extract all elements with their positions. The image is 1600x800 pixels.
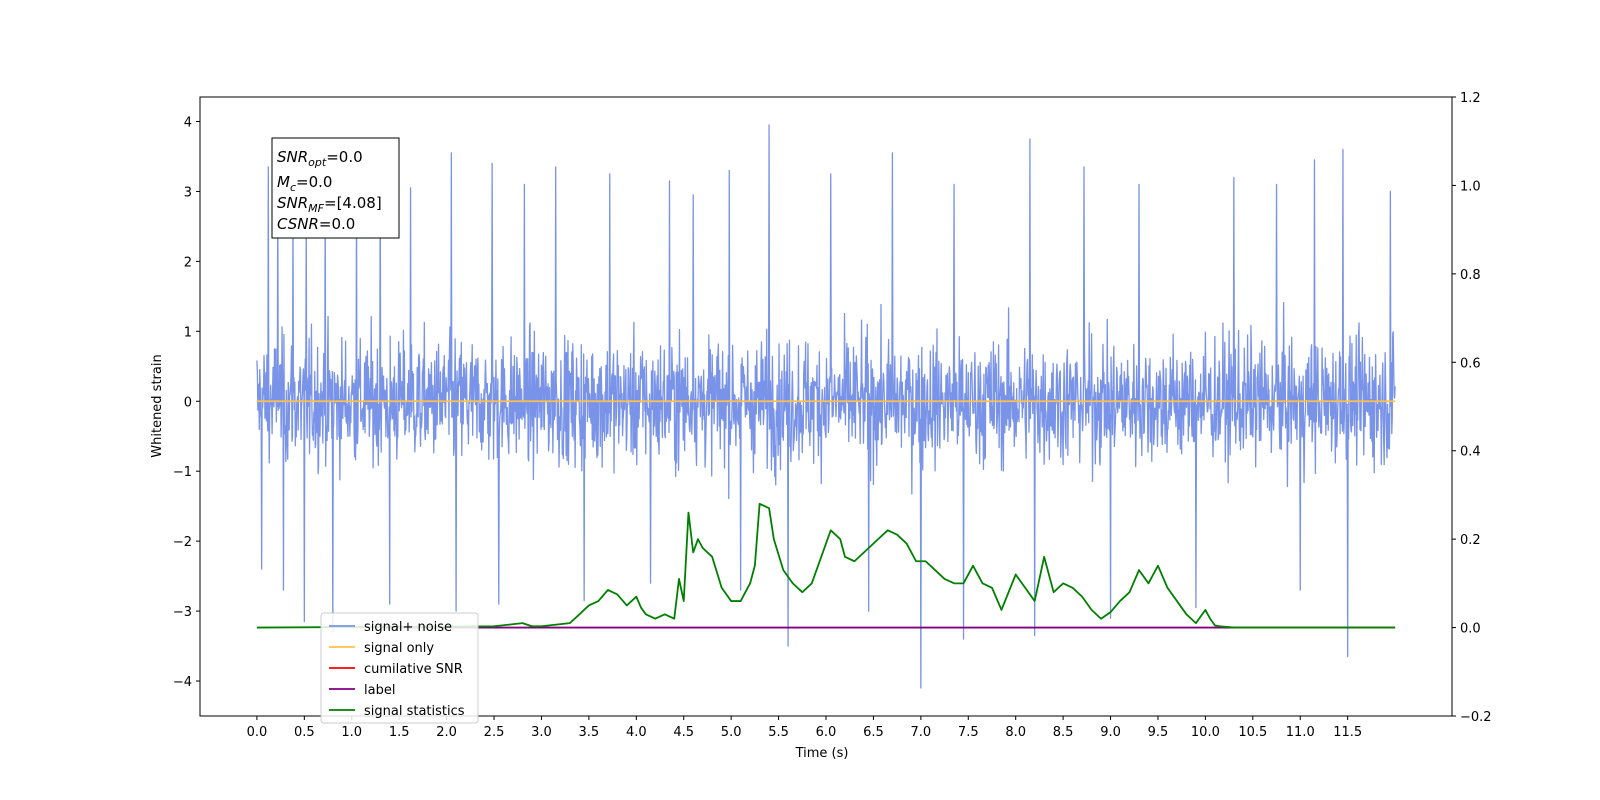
series-line <box>256 124 1396 689</box>
ann-line3-main: SNR <box>277 194 308 212</box>
legend-label: signal+ noise <box>364 620 452 635</box>
y-tick-label: 3 <box>184 185 192 200</box>
svg-text:Mc=0.0: Mc=0.0 <box>277 173 332 194</box>
x-tick-label: 6.5 <box>863 725 884 740</box>
x-tick-label: 9.0 <box>1100 725 1121 740</box>
y2-tick-label: 0.0 <box>1460 622 1481 637</box>
x-tick-label: 0.5 <box>294 725 315 740</box>
x-tick-label: 5.0 <box>721 725 742 740</box>
ann-line4-rest: =0.0 <box>319 215 355 233</box>
ann-line3-rest: =[4.08] <box>324 194 382 212</box>
y-tick-label: 1 <box>184 325 192 340</box>
y-tick-label: 0 <box>184 395 192 410</box>
series-line <box>256 502 1396 629</box>
ann-line1-main: SNR <box>277 148 308 166</box>
legend-label: cumilative SNR <box>364 662 463 677</box>
x-tick-label: 2.5 <box>484 725 505 740</box>
x-tick-label: 5.5 <box>768 725 789 740</box>
annotation-box: SNRopt=0.0 Mc=0.0 SNRMF=[4.08] CSNR=0.0 <box>271 137 400 239</box>
y-tick-label: 2 <box>184 255 192 270</box>
x-tick-label: 10.0 <box>1191 725 1220 740</box>
y-tick-label: −1 <box>173 465 192 480</box>
x-tick-label: 1.5 <box>389 725 410 740</box>
x-tick-label: 7.5 <box>958 725 979 740</box>
x-tick-label: 6.0 <box>816 725 837 740</box>
y2-tick-label: 1.2 <box>1460 91 1481 106</box>
ann-line4-main: CSNR <box>277 215 319 233</box>
legend-label: signal only <box>364 641 434 656</box>
x-tick-label: 1.0 <box>341 725 362 740</box>
x-axis-label: Time (s) <box>795 746 849 761</box>
y-axis-ticks: 4 3 2 1 0 −1 −2 −3 −4 <box>173 115 200 690</box>
ann-line1-sub: opt <box>308 156 327 169</box>
y-tick-label: 4 <box>184 115 192 130</box>
y2-tick-label: 0.8 <box>1460 268 1481 283</box>
x-tick-label: 11.5 <box>1333 725 1362 740</box>
y2-tick-label: 1.0 <box>1460 179 1481 194</box>
x-tick-label: 8.0 <box>1005 725 1026 740</box>
legend-label: signal statistics <box>364 704 465 719</box>
y2-tick-label: −0.2 <box>1460 710 1492 725</box>
ann-line2-rest: =0.0 <box>296 173 332 191</box>
x-tick-label: 3.0 <box>531 725 552 740</box>
svg-text:SNRopt=0.0: SNRopt=0.0 <box>277 148 363 169</box>
ann-line1-rest: =0.0 <box>326 148 362 166</box>
ann-line2-main: M <box>277 173 290 191</box>
y-tick-label: −3 <box>173 605 192 620</box>
x-tick-label: 3.5 <box>579 725 600 740</box>
y2-tick-label: 0.2 <box>1460 533 1481 548</box>
y-tick-label: −2 <box>173 535 192 550</box>
legend: signal+ noise signal only cumilative SNR la… <box>320 612 479 724</box>
series-layer <box>256 124 1396 689</box>
x-tick-label: 10.5 <box>1238 725 1267 740</box>
ann-line3-sub: MF <box>308 202 324 215</box>
y2-tick-label: 0.6 <box>1460 356 1481 371</box>
y-tick-label: −4 <box>173 675 192 690</box>
y2-axis-ticks: 1.2 1.0 0.8 0.6 0.4 0.2 0.0 −0.2 <box>1452 91 1492 725</box>
series-signal-statistics <box>256 502 1396 629</box>
x-axis-ticks: 0.0 0.5 1.0 1.5 2.0 2.5 3.0 3.5 4.0 4.5 5.0 5.5 6.0 6… <box>247 716 1362 740</box>
y2-tick-label: 0.4 <box>1460 445 1481 460</box>
x-tick-label: 9.5 <box>1148 725 1169 740</box>
ann-line2-sub: c <box>290 181 296 194</box>
x-tick-label: 4.5 <box>673 725 694 740</box>
x-tick-label: 2.0 <box>436 725 457 740</box>
legend-label: label <box>364 683 395 698</box>
x-tick-label: 4.0 <box>626 725 647 740</box>
svg-text:CSNR=0.0: CSNR=0.0 <box>277 215 355 233</box>
svg-text:SNRMF=[4.08]: SNRMF=[4.08] <box>277 194 382 215</box>
series-signal-noise <box>256 124 1396 689</box>
x-tick-label: 8.5 <box>1053 725 1074 740</box>
x-tick-label: 0.0 <box>247 725 268 740</box>
x-tick-label: 7.0 <box>911 725 932 740</box>
y-axis-label: Whitened strain <box>150 354 165 457</box>
legend-box <box>320 612 479 724</box>
x-tick-label: 11.0 <box>1286 725 1315 740</box>
